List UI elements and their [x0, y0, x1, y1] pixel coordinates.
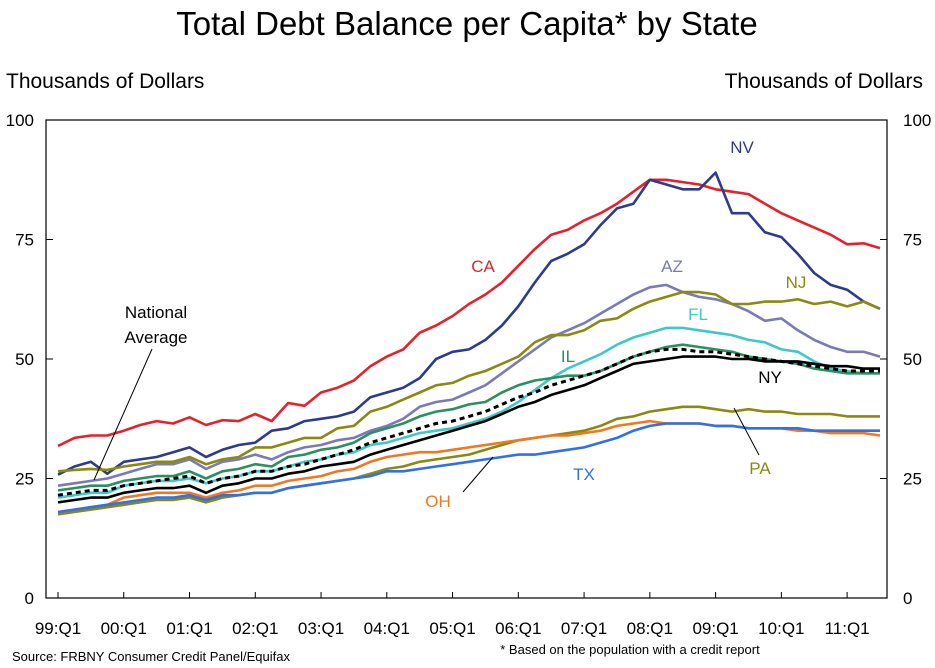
series-layer	[57, 171, 881, 516]
series-line-tx	[57, 422, 880, 514]
y-tick-label-left: 25	[15, 470, 34, 489]
chart-title: Total Debt Balance per Capita* by State	[176, 5, 758, 42]
x-tick-label: 08:Q1	[627, 619, 673, 638]
axis-ticks: 0 0 25 25 50 50 75 75 100 100 99:Q1 00:Q1 01:Q1 02:Q1…	[6, 111, 932, 638]
x-tick-label: 10:Q1	[758, 619, 804, 638]
series-label-il: IL	[561, 347, 575, 366]
national-average-leader-line	[93, 348, 153, 481]
x-tick-label: 01:Q1	[166, 619, 212, 638]
footnote: * Based on the population with a credit …	[500, 642, 760, 657]
series-line-ny	[57, 355, 880, 504]
y-tick-label-left: 100	[6, 111, 34, 130]
y-tick-label-left: 50	[15, 350, 34, 369]
series-line-il	[57, 343, 880, 492]
y-tick-label-left: 0	[25, 589, 34, 608]
series-label-national-average-line2: Average	[124, 328, 187, 347]
y-tick-label-left: 75	[15, 231, 34, 250]
x-tick-label: 09:Q1	[692, 619, 738, 638]
series-label-nv: NV	[730, 138, 754, 157]
series-label-national-average-line1: National	[125, 303, 187, 322]
x-tick-label: 06:Q1	[495, 619, 541, 638]
series-label-nj: NJ	[786, 273, 807, 292]
series-line-ca	[57, 178, 881, 448]
series-label-fl: FL	[688, 305, 708, 324]
y-tick-label-right: 25	[903, 470, 922, 489]
y-tick-label-right: 75	[903, 231, 922, 250]
y-axis-label-left: Thousands of Dollars	[6, 70, 204, 93]
series-line-nj	[57, 290, 881, 473]
series-line-national-average	[57, 347, 880, 497]
pa-leader-line	[733, 407, 760, 456]
series-label-pa: PA	[749, 459, 771, 478]
series-line-nv	[57, 171, 881, 476]
x-tick-label: 05:Q1	[429, 619, 475, 638]
y-axis-label-right: Thousands of Dollars	[725, 70, 923, 93]
series-label-ny: NY	[758, 368, 782, 387]
x-tick-label: 11:Q1	[825, 619, 870, 638]
series-line-az	[57, 283, 881, 487]
series-label-az: AZ	[661, 257, 683, 276]
x-tick-label: 02:Q1	[232, 619, 278, 638]
annotations: CA NV AZ NJ FL IL NY PA OH TX National Average	[93, 138, 807, 511]
x-tick-label: 07:Q1	[561, 619, 607, 638]
x-tick-label: 04:Q1	[364, 619, 410, 638]
series-line-pa	[57, 405, 880, 516]
source-note: Source: FRBNY Consumer Credit Panel/Equi…	[12, 649, 290, 664]
series-label-ca: CA	[471, 257, 495, 276]
x-tick-label: 00:Q1	[101, 619, 147, 638]
y-tick-label-right: 0	[903, 589, 912, 608]
y-tick-label-right: 50	[903, 350, 922, 369]
series-label-tx: TX	[573, 465, 595, 484]
x-tick-label: 99:Q1	[35, 619, 81, 638]
series-label-oh: OH	[425, 492, 451, 511]
y-tick-label-right: 100	[903, 111, 931, 130]
x-tick-label: 03:Q1	[298, 619, 344, 638]
oh-leader-line	[462, 456, 494, 493]
